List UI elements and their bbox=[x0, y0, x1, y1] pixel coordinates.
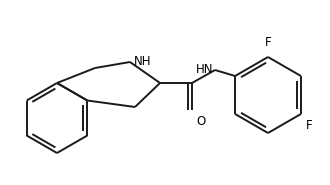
Text: F: F bbox=[306, 119, 313, 132]
Text: NH: NH bbox=[134, 55, 151, 68]
Text: F: F bbox=[265, 36, 271, 49]
Text: HN: HN bbox=[195, 63, 213, 75]
Text: O: O bbox=[196, 115, 205, 128]
